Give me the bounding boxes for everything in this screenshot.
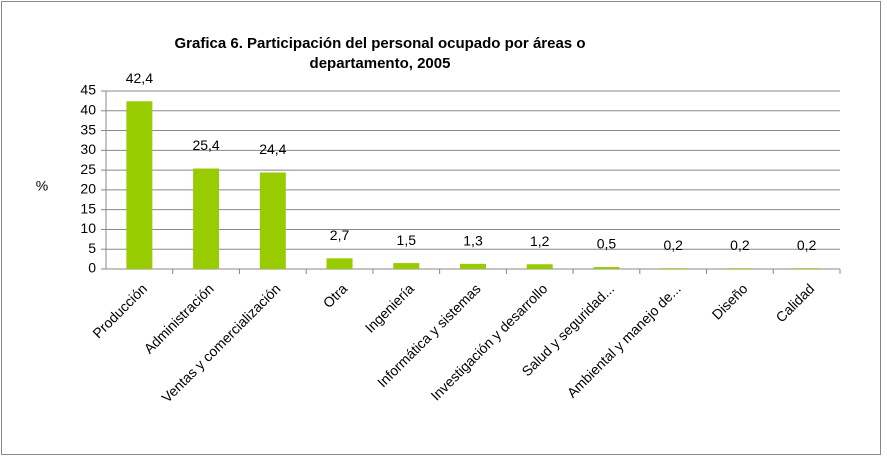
value-label: 1,3 xyxy=(463,233,483,249)
chart-title: departamento, 2005 xyxy=(310,55,451,72)
y-tick-label: 35 xyxy=(80,121,96,137)
bar xyxy=(593,267,620,269)
value-label: 2,7 xyxy=(330,227,350,243)
y-tick-label: 5 xyxy=(88,240,96,256)
y-tick-label: 30 xyxy=(80,141,96,157)
value-label: 25,4 xyxy=(192,137,219,153)
bar xyxy=(793,268,820,269)
value-label: 1,5 xyxy=(397,232,417,248)
y-tick-label: 45 xyxy=(80,82,96,98)
bar xyxy=(193,168,220,269)
value-label: 42,4 xyxy=(126,70,153,86)
value-label: 0,2 xyxy=(663,237,683,253)
bar xyxy=(660,268,687,269)
y-tick-label: 10 xyxy=(80,220,96,236)
bar xyxy=(326,258,353,269)
chart-title: Grafica 6. Participación del personal oc… xyxy=(175,35,586,52)
bar xyxy=(259,172,286,269)
bar xyxy=(726,268,753,269)
value-label: 24,4 xyxy=(259,141,286,157)
bar xyxy=(460,263,486,269)
y-tick-label: 15 xyxy=(80,200,96,216)
y-tick-label: 40 xyxy=(80,101,96,117)
y-axis-label: % xyxy=(36,178,48,194)
y-tick-label: 25 xyxy=(80,161,96,177)
bar xyxy=(393,263,420,269)
value-label: 0,5 xyxy=(597,236,617,252)
y-tick-label: 20 xyxy=(80,181,96,197)
bar xyxy=(526,264,553,269)
y-tick-label: 0 xyxy=(88,260,96,276)
bar xyxy=(126,101,153,269)
value-label: 0,2 xyxy=(730,237,750,253)
value-label: 0,2 xyxy=(797,237,817,253)
value-label: 1,2 xyxy=(530,233,550,249)
